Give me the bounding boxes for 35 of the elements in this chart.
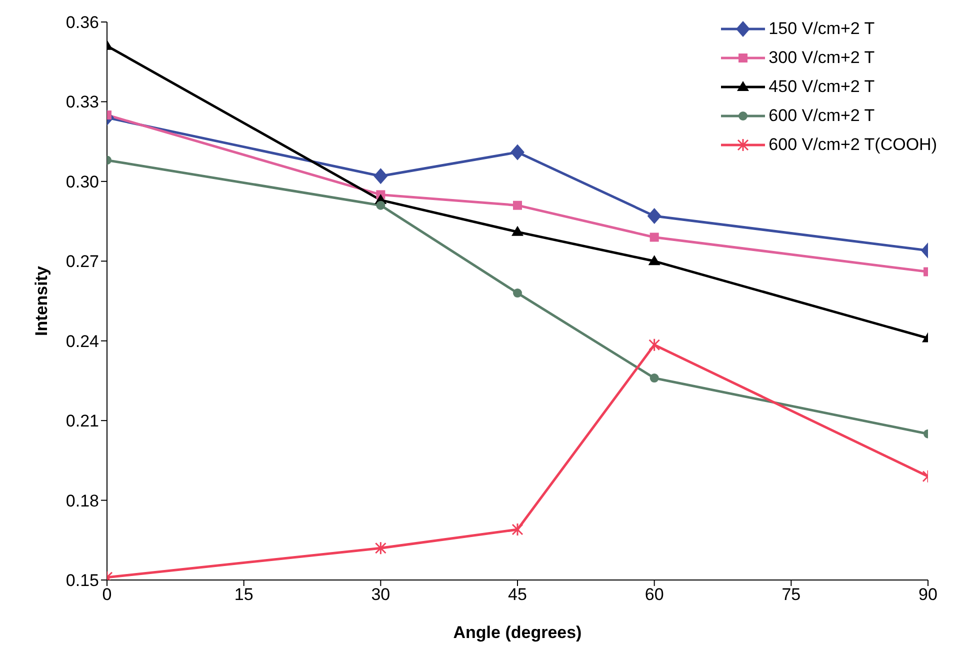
point — [648, 338, 660, 352]
point — [647, 208, 662, 224]
x-tick-label: 60 — [644, 585, 664, 604]
point — [648, 255, 660, 266]
point — [512, 226, 524, 236]
legend-label: 300 V/cm+2 T — [768, 48, 875, 68]
x-axis-title: Angle (degrees) — [453, 623, 582, 642]
x-tick-label: 30 — [371, 585, 390, 604]
x-tick-label: 0 — [102, 585, 112, 604]
point — [376, 200, 386, 210]
x-tick-label: 15 — [234, 585, 254, 604]
legend-label: 600 V/cm+2 T(COOH) — [768, 134, 937, 154]
y-tick-label: 0.30 — [66, 172, 99, 192]
x-tick-label: 45 — [508, 585, 527, 604]
point — [650, 374, 659, 383]
legend-label: 450 V/cm+2 T — [768, 76, 875, 96]
y-tick-label: 0.33 — [66, 92, 99, 112]
y-axis-title: Intensity — [32, 266, 52, 336]
y-tick-label: 0.36 — [66, 13, 99, 32]
y-tick-label: 0.21 — [66, 412, 99, 431]
point — [374, 168, 388, 184]
x-tick-label: 75 — [782, 585, 801, 604]
legend-label: 600 V/cm+2 T — [768, 106, 875, 126]
point — [513, 200, 522, 210]
y-tick-label: 0.18 — [66, 491, 99, 510]
x-tick-label: 90 — [918, 585, 938, 604]
point — [513, 288, 522, 298]
y-tick-label: 0.15 — [66, 571, 99, 590]
point — [650, 232, 659, 242]
legend-label: 150 V/cm+2 T — [768, 18, 875, 38]
y-tick-label: 0.24 — [66, 332, 99, 351]
y-tick-label: 0.27 — [66, 252, 99, 272]
point — [510, 144, 524, 160]
point — [374, 541, 386, 555]
point — [512, 522, 524, 536]
